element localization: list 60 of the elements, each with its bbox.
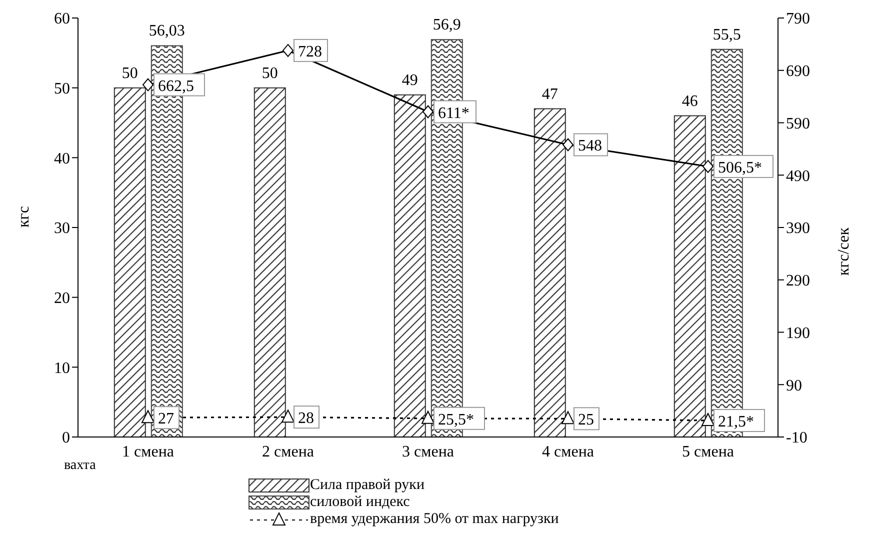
- x-axis-title: вахта: [64, 458, 97, 473]
- y2-tick-label: 390: [786, 220, 810, 238]
- data-label: 548: [578, 138, 602, 155]
- y-tick-label: 30: [54, 220, 70, 238]
- point: [282, 410, 294, 423]
- y2-tick-label: 90: [786, 377, 802, 394]
- y-axis-title: кгс: [16, 206, 33, 228]
- y2-tick-label: 490: [786, 168, 810, 185]
- point: [142, 410, 154, 424]
- point: [422, 105, 434, 118]
- x-tick-label: 5 смена: [682, 443, 734, 460]
- x-tick-label: 3 смена: [402, 443, 454, 460]
- data-label: 50: [262, 64, 278, 82]
- x-tick-label: 4 смена: [542, 443, 594, 460]
- y2-tick-label: 590: [786, 115, 810, 132]
- point: [702, 160, 714, 173]
- data-label: 47: [542, 86, 558, 103]
- y-tick-label: 20: [54, 290, 70, 308]
- data-label: 55,5: [712, 26, 741, 44]
- point: [562, 138, 574, 152]
- data-label: 56,9: [432, 16, 461, 34]
- point: [562, 411, 574, 424]
- point: [142, 78, 154, 92]
- y2-tick-label: 190: [786, 324, 810, 342]
- y2-tick-label: 790: [786, 10, 810, 28]
- data-label: 728: [298, 43, 322, 60]
- data-label: 506,5*: [718, 159, 762, 176]
- bar: [534, 108, 566, 437]
- y-tick-label: 50: [54, 80, 70, 98]
- data-label: 21,5*: [718, 414, 754, 430]
- data-label: 56,03: [148, 22, 185, 40]
- bar: [254, 87, 286, 437]
- data-label: 28: [298, 410, 314, 428]
- point: [702, 413, 714, 426]
- point: [422, 410, 434, 424]
- data-label: 27: [158, 410, 174, 428]
- bar: [114, 87, 146, 437]
- bar: [394, 94, 426, 437]
- y2-tick-label: -10: [786, 430, 808, 447]
- legend-label: силовой индекс: [310, 494, 410, 511]
- data-label: 662,5: [158, 78, 194, 95]
- y2-axis-title: кгс/сек: [836, 227, 853, 276]
- legend-label: Сила правой руки: [310, 477, 424, 494]
- data-label: 49: [402, 72, 418, 89]
- data-label: 46: [682, 92, 698, 110]
- data-label: 611*: [438, 104, 470, 122]
- x-tick-label: 1 смена: [122, 443, 174, 460]
- point: [282, 44, 294, 57]
- y2-tick-label: 690: [786, 63, 810, 80]
- y-tick-label: 60: [54, 10, 70, 28]
- bar: [674, 115, 706, 437]
- y-tick-label: 10: [54, 360, 70, 377]
- data-label: 25,5*: [438, 411, 474, 428]
- y2-tick-label: 290: [786, 272, 810, 290]
- data-label: 25: [578, 412, 594, 429]
- legend-label: время удержания 50% от max нагрузки: [310, 511, 559, 528]
- y-tick-label: 40: [54, 150, 70, 168]
- data-label: 50: [122, 64, 138, 82]
- x-tick-label: 2 смена: [262, 443, 314, 460]
- y-tick-label: 0: [62, 430, 70, 447]
